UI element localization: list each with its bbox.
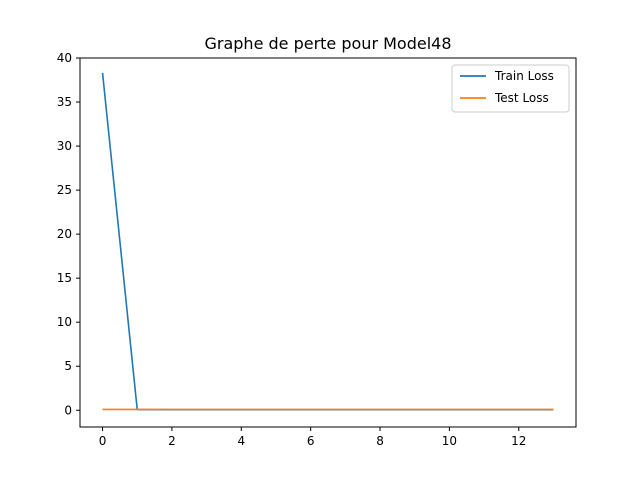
- y-tick-label: 25: [57, 183, 72, 197]
- legend-label: Test Loss: [494, 91, 549, 105]
- x-tick-label: 0: [99, 434, 107, 448]
- chart-title: Graphe de perte pour Model48: [204, 34, 451, 53]
- y-tick-label: 35: [57, 95, 72, 109]
- y-tick-label: 40: [57, 51, 72, 65]
- x-tick-label: 6: [307, 434, 315, 448]
- legend: Train Loss Test Loss: [452, 65, 569, 112]
- legend-label: Train Loss: [494, 69, 554, 83]
- y-tick-label: 30: [57, 139, 72, 153]
- y-tick-label: 20: [57, 227, 72, 241]
- y-tick-label: 5: [64, 359, 72, 373]
- y-tick-label: 0: [64, 403, 72, 417]
- x-tick-label: 8: [376, 434, 384, 448]
- x-tick-label: 2: [168, 434, 176, 448]
- x-tick-label: 10: [442, 434, 457, 448]
- y-tick-label: 10: [57, 315, 72, 329]
- x-tick-label: 4: [237, 434, 245, 448]
- x-tick-label: 12: [511, 434, 526, 448]
- y-tick-label: 15: [57, 271, 72, 285]
